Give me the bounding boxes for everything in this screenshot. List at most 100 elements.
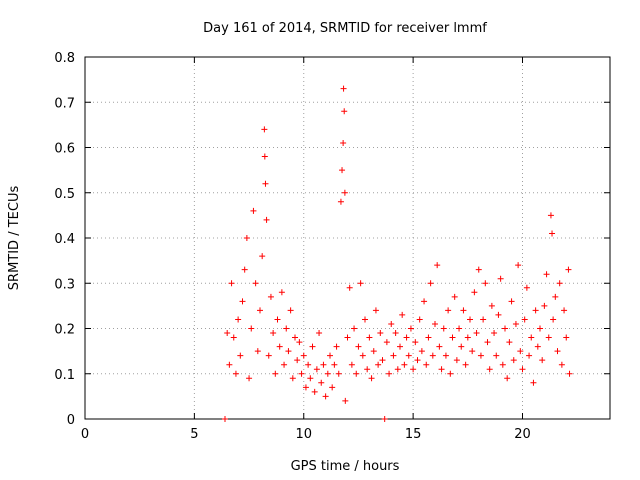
data-point bbox=[390, 352, 397, 359]
data-point bbox=[545, 334, 552, 341]
data-point bbox=[340, 139, 347, 146]
y-axis-label: SRMTID / TECUs bbox=[7, 186, 22, 291]
data-point bbox=[241, 266, 248, 273]
data-point bbox=[261, 126, 268, 133]
data-point bbox=[311, 388, 318, 395]
data-point bbox=[257, 307, 263, 314]
data-point bbox=[488, 302, 495, 309]
x-tick-label: 0 bbox=[81, 427, 89, 442]
data-point bbox=[230, 334, 237, 341]
data-point bbox=[414, 357, 421, 364]
data-point bbox=[318, 379, 325, 386]
y-tick-label: 0.2 bbox=[54, 323, 75, 338]
data-point bbox=[243, 235, 250, 241]
data-point bbox=[278, 289, 285, 296]
data-point bbox=[442, 352, 449, 359]
data-point bbox=[561, 307, 568, 314]
data-point bbox=[456, 325, 463, 332]
data-point bbox=[418, 348, 425, 355]
data-points bbox=[222, 85, 573, 422]
data-point bbox=[335, 370, 342, 377]
data-point bbox=[357, 280, 364, 287]
data-point bbox=[267, 293, 274, 300]
axis-ticks: 0 5 10 15 20 0 0.1 0.2 0.3 0.4 0.5 0.6 0.7 0.8 bbox=[54, 51, 610, 442]
data-point bbox=[541, 302, 548, 309]
data-point bbox=[309, 343, 316, 350]
data-point bbox=[259, 253, 266, 260]
data-point bbox=[458, 343, 465, 350]
data-point bbox=[506, 339, 513, 346]
data-point bbox=[464, 334, 471, 341]
data-point bbox=[440, 325, 447, 332]
data-point bbox=[254, 348, 261, 355]
data-point bbox=[364, 366, 371, 373]
data-point bbox=[445, 307, 452, 314]
data-point bbox=[386, 370, 393, 377]
data-point bbox=[438, 366, 445, 373]
data-point bbox=[263, 216, 270, 223]
data-point bbox=[341, 189, 348, 196]
data-point bbox=[471, 289, 478, 296]
data-point bbox=[331, 361, 338, 368]
y-tick-label: 0.4 bbox=[54, 232, 75, 247]
data-point bbox=[375, 361, 382, 368]
data-point bbox=[226, 361, 233, 368]
data-point bbox=[222, 416, 228, 422]
data-point bbox=[250, 207, 257, 214]
data-point bbox=[530, 379, 537, 386]
x-tick-label: 10 bbox=[295, 427, 312, 442]
data-point bbox=[296, 339, 303, 346]
grid-lines bbox=[85, 57, 610, 419]
data-point bbox=[549, 230, 556, 237]
data-point bbox=[565, 266, 572, 273]
data-point bbox=[552, 293, 559, 300]
data-point bbox=[532, 307, 539, 314]
data-point bbox=[534, 343, 541, 350]
data-point bbox=[423, 361, 430, 368]
data-point bbox=[467, 316, 473, 323]
data-point bbox=[403, 334, 410, 341]
data-point bbox=[429, 352, 436, 359]
data-point bbox=[416, 316, 423, 323]
data-point bbox=[491, 330, 498, 337]
data-point bbox=[499, 361, 506, 368]
data-point bbox=[543, 271, 550, 278]
data-point bbox=[333, 343, 340, 350]
data-point bbox=[407, 325, 414, 332]
data-point bbox=[399, 311, 406, 318]
data-point bbox=[302, 384, 309, 391]
data-point bbox=[320, 361, 327, 368]
data-point bbox=[434, 262, 441, 269]
data-point bbox=[421, 298, 428, 305]
data-point bbox=[482, 280, 489, 287]
data-point bbox=[348, 361, 355, 368]
data-point bbox=[394, 366, 401, 373]
data-point bbox=[339, 167, 346, 174]
data-point bbox=[462, 361, 469, 368]
data-point bbox=[451, 293, 458, 300]
data-point bbox=[539, 357, 546, 364]
plot-frame bbox=[84, 56, 611, 420]
data-point bbox=[377, 330, 384, 337]
x-tick-label: 5 bbox=[190, 427, 198, 442]
data-point bbox=[381, 416, 388, 422]
data-point bbox=[515, 262, 522, 269]
data-point bbox=[484, 339, 491, 346]
data-point bbox=[383, 339, 390, 346]
data-point bbox=[237, 352, 244, 359]
data-point bbox=[475, 266, 482, 273]
data-point bbox=[285, 348, 292, 355]
data-point bbox=[537, 325, 543, 332]
x-tick-label: 20 bbox=[514, 427, 531, 442]
data-point bbox=[512, 320, 519, 327]
data-point bbox=[351, 325, 358, 332]
data-point bbox=[521, 316, 528, 323]
data-point bbox=[401, 361, 408, 368]
data-point bbox=[412, 339, 419, 346]
data-point bbox=[346, 284, 353, 291]
data-point bbox=[329, 384, 336, 391]
data-point bbox=[370, 348, 377, 355]
data-point bbox=[344, 334, 351, 341]
data-point bbox=[359, 352, 366, 359]
